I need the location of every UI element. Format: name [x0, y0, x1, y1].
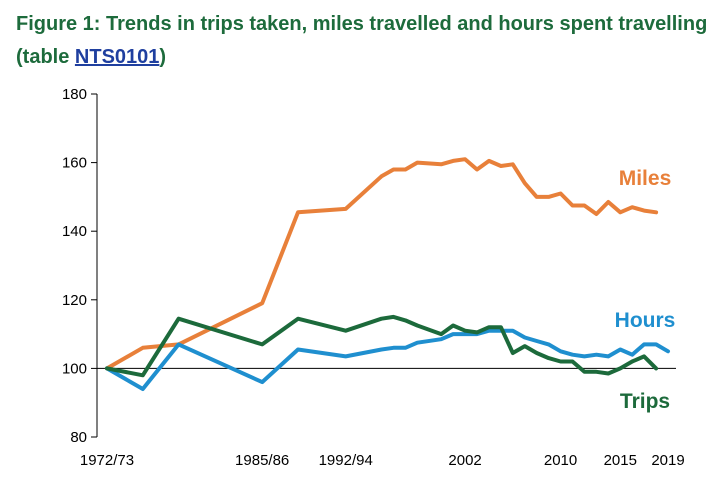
series-label-hours: Hours: [615, 309, 676, 332]
x-tick-label: 2010: [544, 452, 577, 469]
series-line-trips: [105, 314, 659, 378]
figure-title: Figure 1: Trends in trips taken, miles t…: [16, 8, 716, 74]
series-label-trips: Trips: [620, 390, 670, 413]
series-label-miles: Miles: [619, 167, 672, 190]
chart-series-lines: [105, 157, 670, 391]
y-tick-label: 160: [62, 155, 87, 172]
chart-series-labels: Miles Hours Trips: [615, 167, 676, 413]
x-tick-label: 1992/94: [319, 452, 373, 469]
y-tick-label: 140: [62, 223, 87, 240]
y-tick-label: 80: [70, 429, 87, 446]
figure-title-text: Figure 1: Trends in trips taken, miles t…: [16, 13, 708, 68]
x-tick-label: 2015: [604, 452, 637, 469]
figure-title-end: ): [159, 46, 167, 68]
y-tick-label: 180: [62, 86, 87, 103]
y-tick-label: 120: [62, 292, 87, 309]
series-line-hours: [105, 328, 670, 391]
x-tick-label: 2019: [651, 452, 684, 469]
x-tick-label: 2002: [448, 452, 481, 469]
nts0101-link[interactable]: NTS0101: [74, 46, 160, 68]
y-tick-label: 100: [62, 360, 87, 377]
chart-axes: 80 100 120 140 160 180 1972/73 1985/86 1992/94 20…: [62, 86, 685, 469]
series-line-miles: [105, 157, 659, 371]
x-tick-label: 1972/73: [80, 452, 134, 469]
x-tick-label: 1985/86: [235, 452, 289, 469]
